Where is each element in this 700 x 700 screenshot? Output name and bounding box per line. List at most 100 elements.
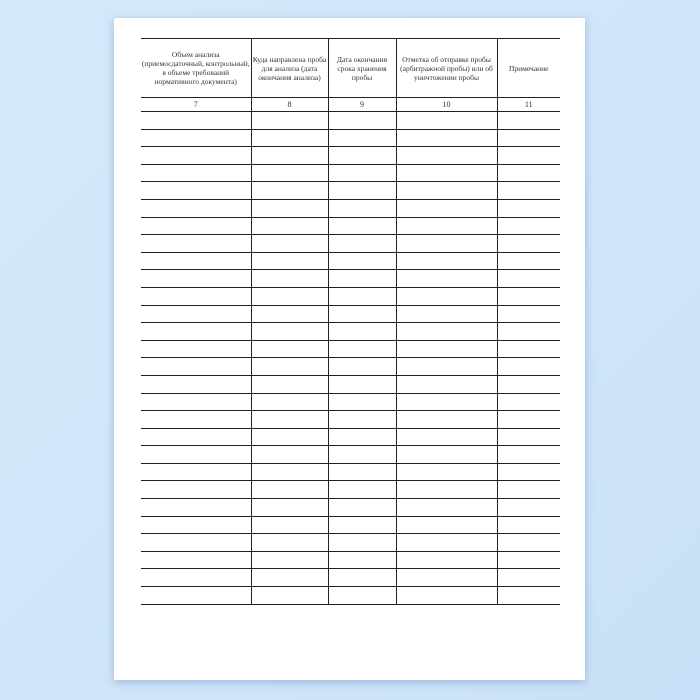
empty-cell bbox=[250, 357, 329, 376]
empty-cell bbox=[327, 393, 397, 412]
table-row bbox=[141, 516, 560, 535]
empty-cell bbox=[141, 375, 252, 394]
empty-cell bbox=[496, 287, 560, 306]
column-number-row: 7 8 9 10 11 bbox=[141, 97, 560, 112]
table-row bbox=[141, 111, 560, 130]
empty-cell bbox=[395, 586, 498, 605]
table-row bbox=[141, 551, 560, 570]
empty-cell bbox=[327, 129, 397, 148]
table-row bbox=[141, 463, 560, 482]
empty-cell bbox=[141, 463, 252, 482]
table-row bbox=[141, 533, 560, 552]
empty-cell bbox=[250, 199, 329, 218]
empty-cell bbox=[250, 551, 329, 570]
table-row bbox=[141, 164, 560, 183]
empty-cell bbox=[141, 164, 252, 183]
empty-cell bbox=[395, 234, 498, 253]
empty-cell bbox=[250, 164, 329, 183]
empty-cell bbox=[327, 480, 397, 500]
column-number: 11 bbox=[496, 97, 560, 112]
column-number: 8 bbox=[250, 97, 329, 112]
empty-cell bbox=[395, 164, 498, 183]
empty-cell bbox=[496, 129, 560, 148]
header-sent-to: Куда направлена проба для анализа (дата … bbox=[250, 38, 329, 98]
empty-cell bbox=[395, 375, 498, 394]
empty-cell bbox=[327, 428, 397, 447]
empty-cell bbox=[250, 111, 329, 130]
empty-cell bbox=[327, 305, 397, 324]
table-row bbox=[141, 269, 560, 288]
empty-cell bbox=[141, 129, 252, 148]
empty-cell bbox=[141, 516, 252, 535]
empty-cell bbox=[395, 252, 498, 271]
empty-cell bbox=[250, 533, 329, 552]
empty-cell bbox=[250, 252, 329, 271]
empty-cell bbox=[141, 287, 252, 306]
empty-cell bbox=[250, 129, 329, 148]
table-row bbox=[141, 287, 560, 306]
empty-cell bbox=[250, 480, 329, 500]
empty-cell bbox=[327, 410, 397, 429]
empty-cell bbox=[496, 164, 560, 183]
empty-cell bbox=[496, 516, 560, 535]
table-row bbox=[141, 217, 560, 236]
empty-cell bbox=[496, 463, 560, 482]
empty-cell bbox=[327, 164, 397, 183]
table-row bbox=[141, 199, 560, 218]
empty-cell bbox=[250, 586, 329, 605]
table-row bbox=[141, 586, 560, 605]
empty-cell bbox=[250, 340, 329, 359]
empty-cell bbox=[141, 181, 252, 200]
table-row bbox=[141, 252, 560, 271]
empty-cell bbox=[496, 305, 560, 324]
table-row bbox=[141, 393, 560, 412]
empty-cell bbox=[395, 533, 498, 552]
table-row bbox=[141, 129, 560, 148]
empty-cell bbox=[395, 393, 498, 412]
table-row bbox=[141, 410, 560, 429]
table-row bbox=[141, 181, 560, 200]
empty-cell bbox=[496, 533, 560, 552]
empty-cell bbox=[250, 181, 329, 200]
empty-cell bbox=[496, 586, 560, 605]
empty-cell bbox=[327, 199, 397, 218]
empty-cell bbox=[327, 551, 397, 570]
empty-cell bbox=[141, 393, 252, 412]
empty-cell bbox=[141, 498, 252, 517]
empty-cell bbox=[250, 516, 329, 535]
empty-cell bbox=[395, 428, 498, 447]
empty-cell bbox=[141, 269, 252, 288]
empty-cell bbox=[141, 340, 252, 359]
empty-cell bbox=[496, 199, 560, 218]
empty-cell bbox=[141, 322, 252, 341]
empty-cell bbox=[395, 217, 498, 236]
empty-cell bbox=[250, 568, 329, 588]
empty-cell bbox=[395, 340, 498, 359]
empty-cell bbox=[327, 498, 397, 517]
empty-cell bbox=[250, 146, 329, 165]
empty-cell bbox=[327, 269, 397, 288]
empty-cell bbox=[395, 129, 498, 148]
empty-cell bbox=[395, 568, 498, 588]
empty-cell bbox=[250, 375, 329, 394]
empty-cell bbox=[496, 480, 560, 500]
empty-cell bbox=[395, 516, 498, 535]
empty-cell bbox=[496, 551, 560, 570]
empty-cell bbox=[250, 269, 329, 288]
empty-cell bbox=[250, 410, 329, 429]
empty-cell bbox=[395, 322, 498, 341]
empty-cell bbox=[141, 305, 252, 324]
table-row bbox=[141, 498, 560, 517]
empty-cell bbox=[141, 111, 252, 130]
empty-cell bbox=[141, 234, 252, 253]
header-remark: Примечание bbox=[496, 38, 560, 98]
empty-cell bbox=[327, 217, 397, 236]
empty-cell bbox=[496, 217, 560, 236]
empty-cell bbox=[327, 445, 397, 464]
empty-cell bbox=[327, 375, 397, 394]
empty-cell bbox=[496, 375, 560, 394]
column-number: 10 bbox=[395, 97, 498, 112]
empty-cell bbox=[141, 533, 252, 552]
table-row bbox=[141, 305, 560, 324]
empty-cell bbox=[395, 287, 498, 306]
